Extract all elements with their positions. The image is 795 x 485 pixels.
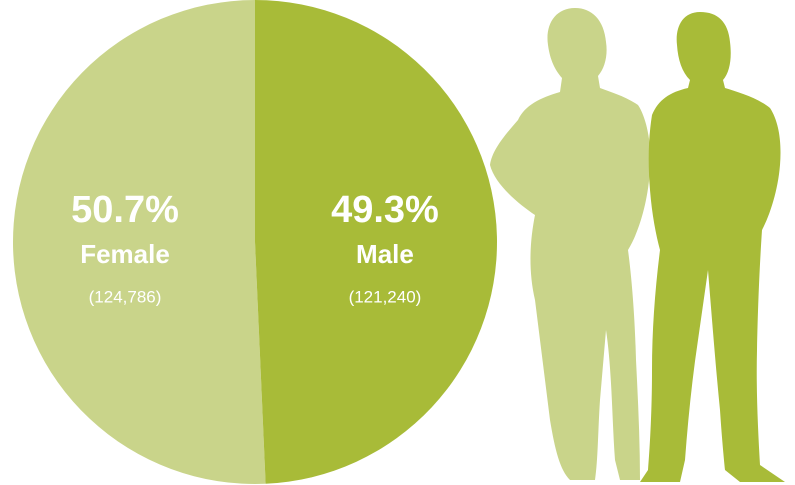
count-label: (124,786) (89, 287, 162, 306)
female-silhouette (490, 8, 651, 480)
chart: 50.7% Female (124,786) 49.3% Male (121,240) (0, 0, 795, 485)
percent-label: 49.3% (331, 189, 439, 231)
count-label: (121,240) (349, 287, 422, 306)
category-label: Male (356, 239, 414, 269)
percent-label: 50.7% (71, 189, 179, 231)
category-label: Female (80, 239, 170, 269)
male-silhouette (640, 12, 785, 482)
page: 50.7% Female (124,786) 49.3% Male (121,240) (… (0, 0, 795, 485)
